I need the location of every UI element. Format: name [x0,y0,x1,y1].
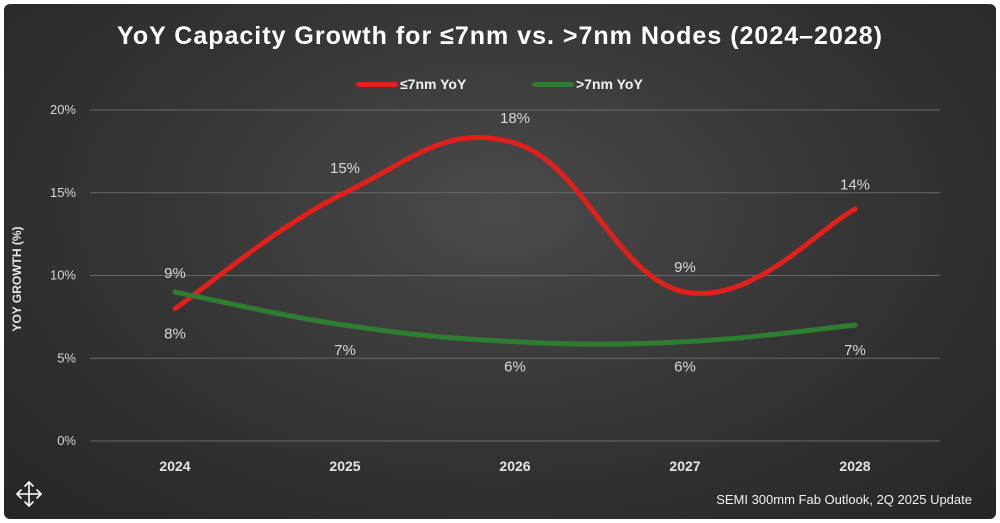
y-tick-label: 15% [50,185,76,200]
data-label: 15% [330,160,360,177]
legend-label-series-1: ≤7nm YoY [400,76,467,92]
data-point [512,140,518,146]
data-label: 7% [844,342,866,359]
y-tick-label: 0% [57,433,76,448]
move-arrows-icon[interactable] [14,479,44,509]
data-point [172,306,178,312]
data-label: 18% [500,110,530,127]
x-tick-label: 2026 [499,458,530,474]
y-tick-label: 20% [50,102,76,117]
data-label: 9% [674,259,696,276]
data-point [682,339,688,345]
x-tick-label: 2028 [839,458,870,474]
x-tick-label: 2027 [669,458,700,474]
chart-title: YoY Capacity Growth for ≤7nm vs. >7nm No… [117,22,883,50]
data-label: 6% [674,359,696,376]
series-line-2 [172,289,858,347]
legend: ≤7nm YoY >7nm YoY [4,76,996,96]
line-chart: 0% 5% 10% 15% 20% 2024 2025 2026 2027 2028 8% 9% 15%… [50,102,940,474]
data-point [512,339,518,345]
data-label: 14% [840,176,870,193]
data-point [342,190,348,196]
series-line-1 [172,134,858,312]
y-tick-label: 5% [57,350,76,365]
chart-frame: YoY Capacity Growth for ≤7nm vs. >7nm No… [4,4,996,519]
data-label: 6% [504,359,526,376]
legend-swatch-series-1 [356,81,398,87]
x-tick-label: 2024 [159,458,190,474]
data-label: 9% [164,265,186,282]
data-label: 7% [334,342,356,359]
source-note: SEMI 300mm Fab Outlook, 2Q 2025 Update [716,492,972,507]
legend-label-series-2: >7nm YoY [576,76,643,92]
data-label: 8% [164,326,186,343]
x-tick-label: 2025 [329,458,360,474]
data-point [682,289,688,295]
legend-swatch-series-2 [532,81,574,87]
data-point [172,289,178,295]
legend-item-series-1: ≤7nm YoY [356,76,466,92]
y-tick-label: 10% [50,268,76,283]
legend-item-series-2: >7nm YoY [532,76,643,92]
data-point [852,322,858,328]
data-point [342,322,348,328]
data-point [852,206,858,212]
